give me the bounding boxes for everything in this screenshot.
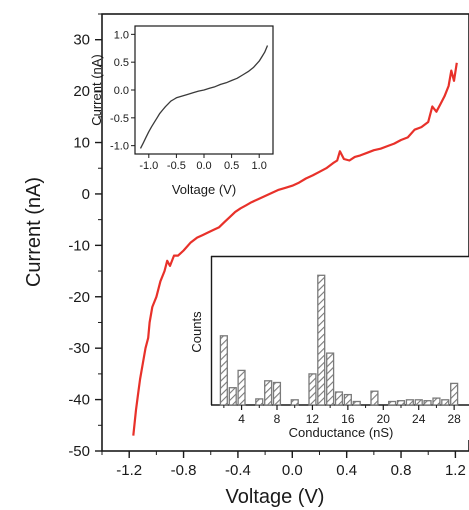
histogram-bar bbox=[423, 400, 432, 406]
inset-iv-curve bbox=[139, 45, 269, 149]
main-x-tick-label: 0.0 bbox=[282, 462, 303, 479]
histogram-bar bbox=[317, 274, 326, 406]
histogram-bar bbox=[370, 390, 379, 406]
histogram-bar bbox=[272, 381, 282, 406]
main-plot: -1.2 -0.8 -0.4 0.0 0.4 0.8 1.2 -50 -40 -30 -20 -10 0… bbox=[23, 13, 469, 508]
histogram-bar bbox=[308, 373, 317, 406]
inset-y-axis-label: Current (nA) bbox=[89, 54, 104, 126]
main-x-tick-label: 1.2 bbox=[445, 462, 466, 479]
inset-y-tick-label: 1.0 bbox=[114, 29, 129, 41]
main-y-tick-label: -30 bbox=[68, 340, 90, 357]
main-y-tick-label: -10 bbox=[68, 237, 90, 254]
main-y-tick-label: -40 bbox=[68, 392, 90, 409]
histogram-background bbox=[211, 256, 469, 440]
histogram-bar bbox=[326, 352, 335, 406]
histogram-bar bbox=[343, 393, 352, 406]
histogram-bar bbox=[255, 398, 264, 406]
histogram-bar bbox=[432, 397, 441, 406]
main-plot-frame bbox=[101, 13, 469, 452]
main-iv-curve bbox=[132, 62, 458, 436]
histogram-bar bbox=[219, 335, 228, 406]
inset-x-axis-label: Voltage (V) bbox=[172, 182, 236, 197]
inset-axis-ticks bbox=[131, 33, 260, 158]
histogram-x-tick-label: 20 bbox=[377, 412, 391, 426]
histogram-x-tick-label: 24 bbox=[412, 412, 426, 426]
histogram-x-tick-label: 4 bbox=[238, 412, 245, 426]
main-y-tick-label: 0 bbox=[82, 186, 90, 203]
histogram-axis-ticks bbox=[223, 405, 455, 410]
main-y-tick-label: 30 bbox=[73, 32, 90, 49]
main-tick-labels: -1.2 -0.8 -0.4 0.0 0.4 0.8 1.2 -50 -40 -30 -20 -10 0… bbox=[68, 32, 466, 479]
inset-y-tick-label: 0.5 bbox=[114, 57, 129, 69]
main-x-axis-label: Voltage (V) bbox=[226, 486, 325, 508]
histogram-bar bbox=[334, 391, 344, 406]
inset-y-tick-label: 0.0 bbox=[114, 85, 129, 97]
main-x-tick-label: -0.8 bbox=[171, 462, 197, 479]
histogram-bar bbox=[264, 380, 273, 406]
main-y-axis-label: Current (nA) bbox=[23, 177, 45, 287]
histogram-y-axis-label: Counts bbox=[189, 311, 204, 353]
inset-x-tick-label: -0.5 bbox=[167, 160, 186, 172]
main-x-tick-label: -0.4 bbox=[225, 462, 251, 479]
main-axis-ticks bbox=[95, 13, 457, 458]
histogram-bar bbox=[388, 400, 397, 406]
inset-x-tick-label: -1.0 bbox=[139, 160, 158, 172]
histogram-bar bbox=[352, 400, 361, 406]
inset-tick-labels: -1.0 -0.5 0.0 0.5 1.0 -1.0 -0.5 0.0 0.5 1.0 bbox=[110, 29, 267, 172]
histogram-bar bbox=[414, 399, 423, 406]
histogram-bar bbox=[441, 399, 450, 406]
histogram-bar bbox=[450, 382, 459, 406]
main-x-tick-label: -1.2 bbox=[116, 462, 142, 479]
histogram-bar bbox=[228, 387, 237, 406]
main-y-tick-label: 10 bbox=[73, 135, 90, 152]
histogram-x-tick-label: 8 bbox=[274, 412, 281, 426]
inset-y-tick-label: -0.5 bbox=[110, 113, 129, 125]
main-x-tick-label: 0.4 bbox=[336, 462, 357, 479]
inset-x-tick-label: 1.0 bbox=[252, 160, 267, 172]
histogram-x-tick-label: 12 bbox=[306, 412, 320, 426]
histogram-x-tick-label: 28 bbox=[447, 412, 461, 426]
histogram-bar bbox=[290, 399, 299, 406]
histogram-x-tick-label: 16 bbox=[341, 412, 355, 426]
inset-y-tick-label: -1.0 bbox=[110, 141, 129, 153]
inset-x-tick-label: 0.5 bbox=[224, 160, 239, 172]
histogram-bar bbox=[405, 399, 414, 406]
histogram-tick-labels: 4 8 12 16 20 24 28 bbox=[238, 412, 461, 426]
inset-x-tick-label: 0.0 bbox=[196, 160, 211, 172]
conductance-histogram: 4 8 12 16 20 24 28 Conductance (nS) Counts bbox=[189, 255, 469, 440]
main-x-tick-label: 0.8 bbox=[391, 462, 412, 479]
main-y-tick-label: 20 bbox=[73, 83, 90, 100]
histogram-bar bbox=[237, 369, 246, 406]
main-y-tick-label: -50 bbox=[68, 443, 90, 460]
histogram-bar bbox=[396, 400, 406, 406]
histogram-x-axis-label: Conductance (nS) bbox=[289, 425, 394, 440]
main-y-tick-label: -20 bbox=[68, 289, 90, 306]
inset-iv-plot: -1.0 -0.5 0.0 0.5 1.0 -1.0 -0.5 0.0 0.5 1.0 Volta… bbox=[89, 25, 274, 197]
